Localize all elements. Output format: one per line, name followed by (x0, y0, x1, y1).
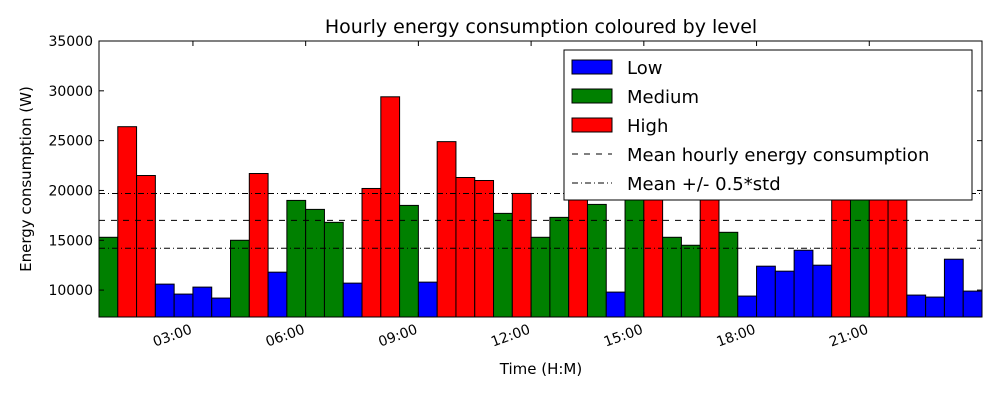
y-tick-label: 25000 (48, 134, 93, 150)
chart-title: Hourly energy consumption coloured by le… (325, 16, 757, 38)
bar-high (831, 184, 851, 318)
bar-high (117, 126, 138, 318)
y-tick-label: 10000 (48, 283, 93, 299)
bar-medium (549, 216, 570, 318)
bar-medium (586, 203, 607, 318)
bar-medium (718, 231, 739, 318)
y-tick-label: 35000 (48, 34, 93, 50)
bar-low (737, 295, 758, 318)
bar-medium (286, 199, 307, 318)
y-tick-label: 15000 (48, 233, 93, 249)
legend-swatch-low (571, 59, 613, 75)
legend-label: Mean hourly energy consumption (627, 145, 929, 166)
bar-medium (849, 194, 870, 318)
legend-swatch-high (571, 117, 613, 133)
plot-frame (98, 40, 983, 318)
bar-high (361, 187, 382, 318)
bar-high (868, 189, 889, 318)
legend-box (563, 49, 973, 201)
bar-high (455, 177, 476, 318)
bar-medium (98, 236, 119, 318)
bar-low (154, 283, 175, 318)
reference-lines (99, 192, 982, 249)
bar-low (793, 249, 814, 318)
bar-medium (624, 194, 645, 318)
legend-label: High (627, 116, 668, 137)
bar-high (436, 141, 457, 318)
bar-low (906, 294, 927, 318)
bar-low (417, 281, 438, 318)
x-axis-label: Time (H:M) (499, 360, 582, 378)
bar-low (774, 270, 795, 318)
bar-low (943, 258, 964, 318)
bar-low (192, 286, 213, 318)
legend-swatch-medium (571, 88, 613, 104)
bar-high (511, 192, 532, 318)
bar-high (136, 175, 156, 318)
x-tick-label: 03:00 (151, 322, 194, 351)
bar-high (248, 173, 269, 318)
bar-low (267, 271, 288, 318)
bar-high (568, 189, 588, 318)
legend-label: Low (627, 58, 662, 79)
x-tick-label: 06:00 (264, 322, 307, 351)
x-tick-label: 18:00 (715, 322, 758, 351)
bar-low (962, 290, 983, 318)
bar-medium (662, 236, 682, 318)
bar-medium (680, 244, 701, 318)
bar-medium (399, 204, 419, 318)
bar-low (173, 293, 194, 318)
legend: Low Medium High Mean hourly energy consumpt… (563, 49, 973, 201)
x-tick-label: 15:00 (602, 322, 645, 351)
x-tick-label: 21:00 (827, 322, 870, 351)
legend-label: Mean +/- 0.5*std (627, 174, 781, 195)
x-tick-label: 12:00 (489, 322, 532, 351)
y-axis-label: Energy consumption (W) (17, 86, 35, 272)
bar-medium (493, 212, 513, 318)
bar-low (342, 282, 363, 318)
bar-low (925, 296, 945, 318)
legend-label: Medium (627, 87, 699, 108)
bar-medium (323, 221, 344, 318)
bar-high (887, 189, 908, 318)
bar-medium (305, 208, 325, 318)
bar-high (699, 189, 720, 318)
bar-low (211, 297, 232, 318)
x-tick-label: 09:00 (376, 322, 419, 351)
y-tick-label: 20000 (48, 183, 93, 199)
bar-low (605, 291, 626, 318)
bar-medium (530, 236, 551, 318)
bar-high (380, 96, 401, 318)
bar-high (643, 184, 664, 318)
bar-low (756, 265, 776, 318)
bar-low (812, 264, 833, 318)
y-axis: 10000 15000 20000 25000 30000 35000 (48, 34, 982, 299)
bar-medium (230, 239, 250, 318)
y-tick-label: 30000 (48, 84, 93, 100)
